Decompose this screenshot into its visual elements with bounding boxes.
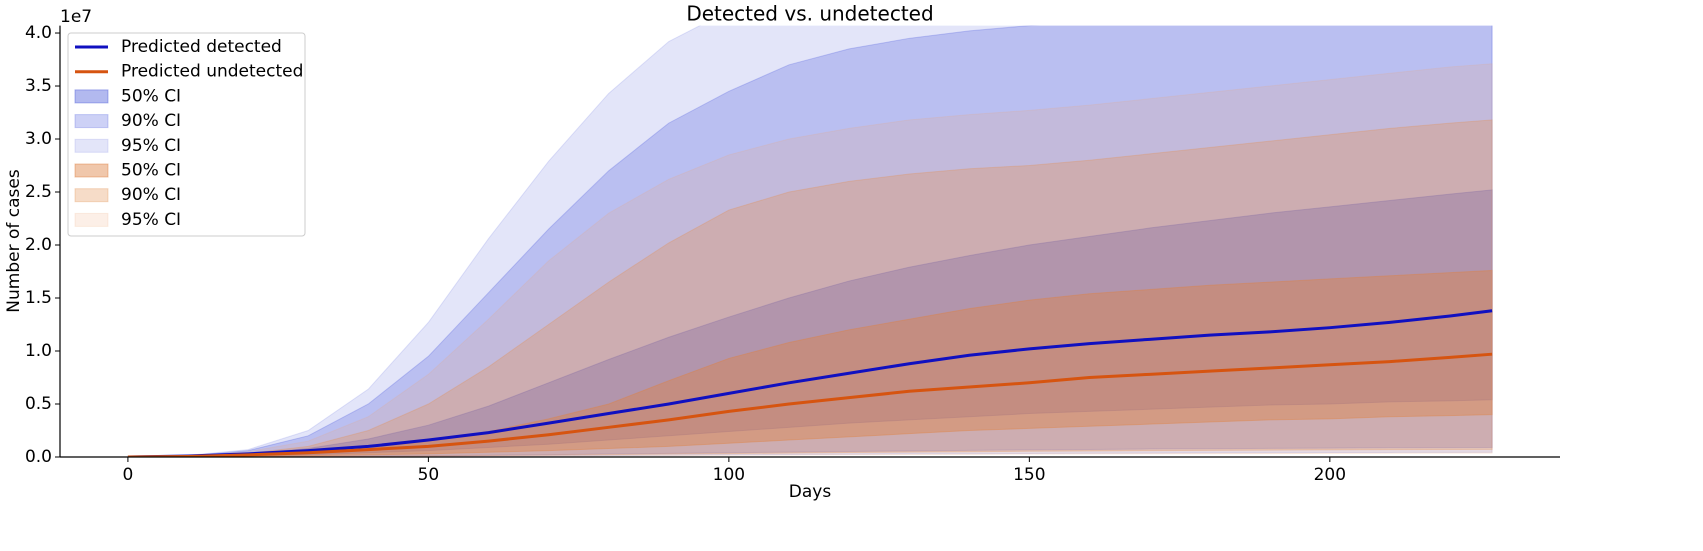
series-line [127, 352, 1493, 457]
band-layer [127, 25, 1493, 457]
legend-label: 50% CI [121, 161, 181, 181]
y-axis-label: Number of cases [4, 169, 24, 313]
legend-swatch [74, 188, 109, 203]
ci-band [127, 25, 1493, 457]
x-tick-label: 0 [122, 465, 133, 485]
x-tick-label: 150 [1013, 465, 1045, 485]
line-layer [127, 309, 1493, 457]
ci-band [127, 119, 1493, 457]
legend-label: 90% CI [121, 185, 181, 205]
y-tick-label: 2.5 [25, 182, 52, 202]
y-tick-label: 3.0 [25, 129, 52, 149]
legend-swatch [74, 89, 109, 104]
legend-swatch [74, 114, 109, 129]
y-tick-label: 2.0 [25, 235, 52, 255]
x-tick-label: 100 [713, 465, 745, 485]
y-tick-label: 4.0 [25, 23, 52, 43]
legend-box [67, 32, 306, 237]
x-tick-label: 50 [418, 465, 440, 485]
x-axis-label: Days [789, 482, 832, 502]
y-tick-label: 0.5 [25, 394, 52, 414]
legend-swatch [74, 163, 109, 178]
y-tick-label: 1.0 [25, 341, 52, 361]
legend: Predicted detected Predicted undetected 50… [67, 32, 306, 237]
legend-label: 95% CI [121, 136, 181, 156]
chart-title: Detected vs. undetected [686, 2, 933, 26]
legend-label: Predicted undetected [121, 62, 303, 82]
series-line [127, 309, 1493, 457]
ci-band [127, 25, 1493, 457]
legend-label: 95% CI [121, 210, 181, 230]
ci-band [127, 269, 1493, 457]
x-tick-label: 200 [1314, 465, 1346, 485]
y-offset-label: 1e7 [60, 7, 92, 27]
y-tick-label: 3.5 [25, 76, 52, 96]
ci-band [127, 189, 1493, 457]
y-tick-label: 0.0 [25, 447, 52, 467]
legend-label: 90% CI [121, 111, 181, 131]
ci-band [127, 63, 1493, 457]
legend-label: 50% CI [121, 86, 181, 106]
legend-swatch [74, 138, 109, 153]
legend-swatch [74, 212, 109, 227]
y-tick-label: 1.5 [25, 288, 52, 308]
legend-label: Predicted detected [121, 37, 282, 57]
tick-layer: 0 50 100 150 200 0.0 0.5 1.0 1.5 2.0 2.5 3.0 3.5 4.0 [25, 23, 1346, 485]
